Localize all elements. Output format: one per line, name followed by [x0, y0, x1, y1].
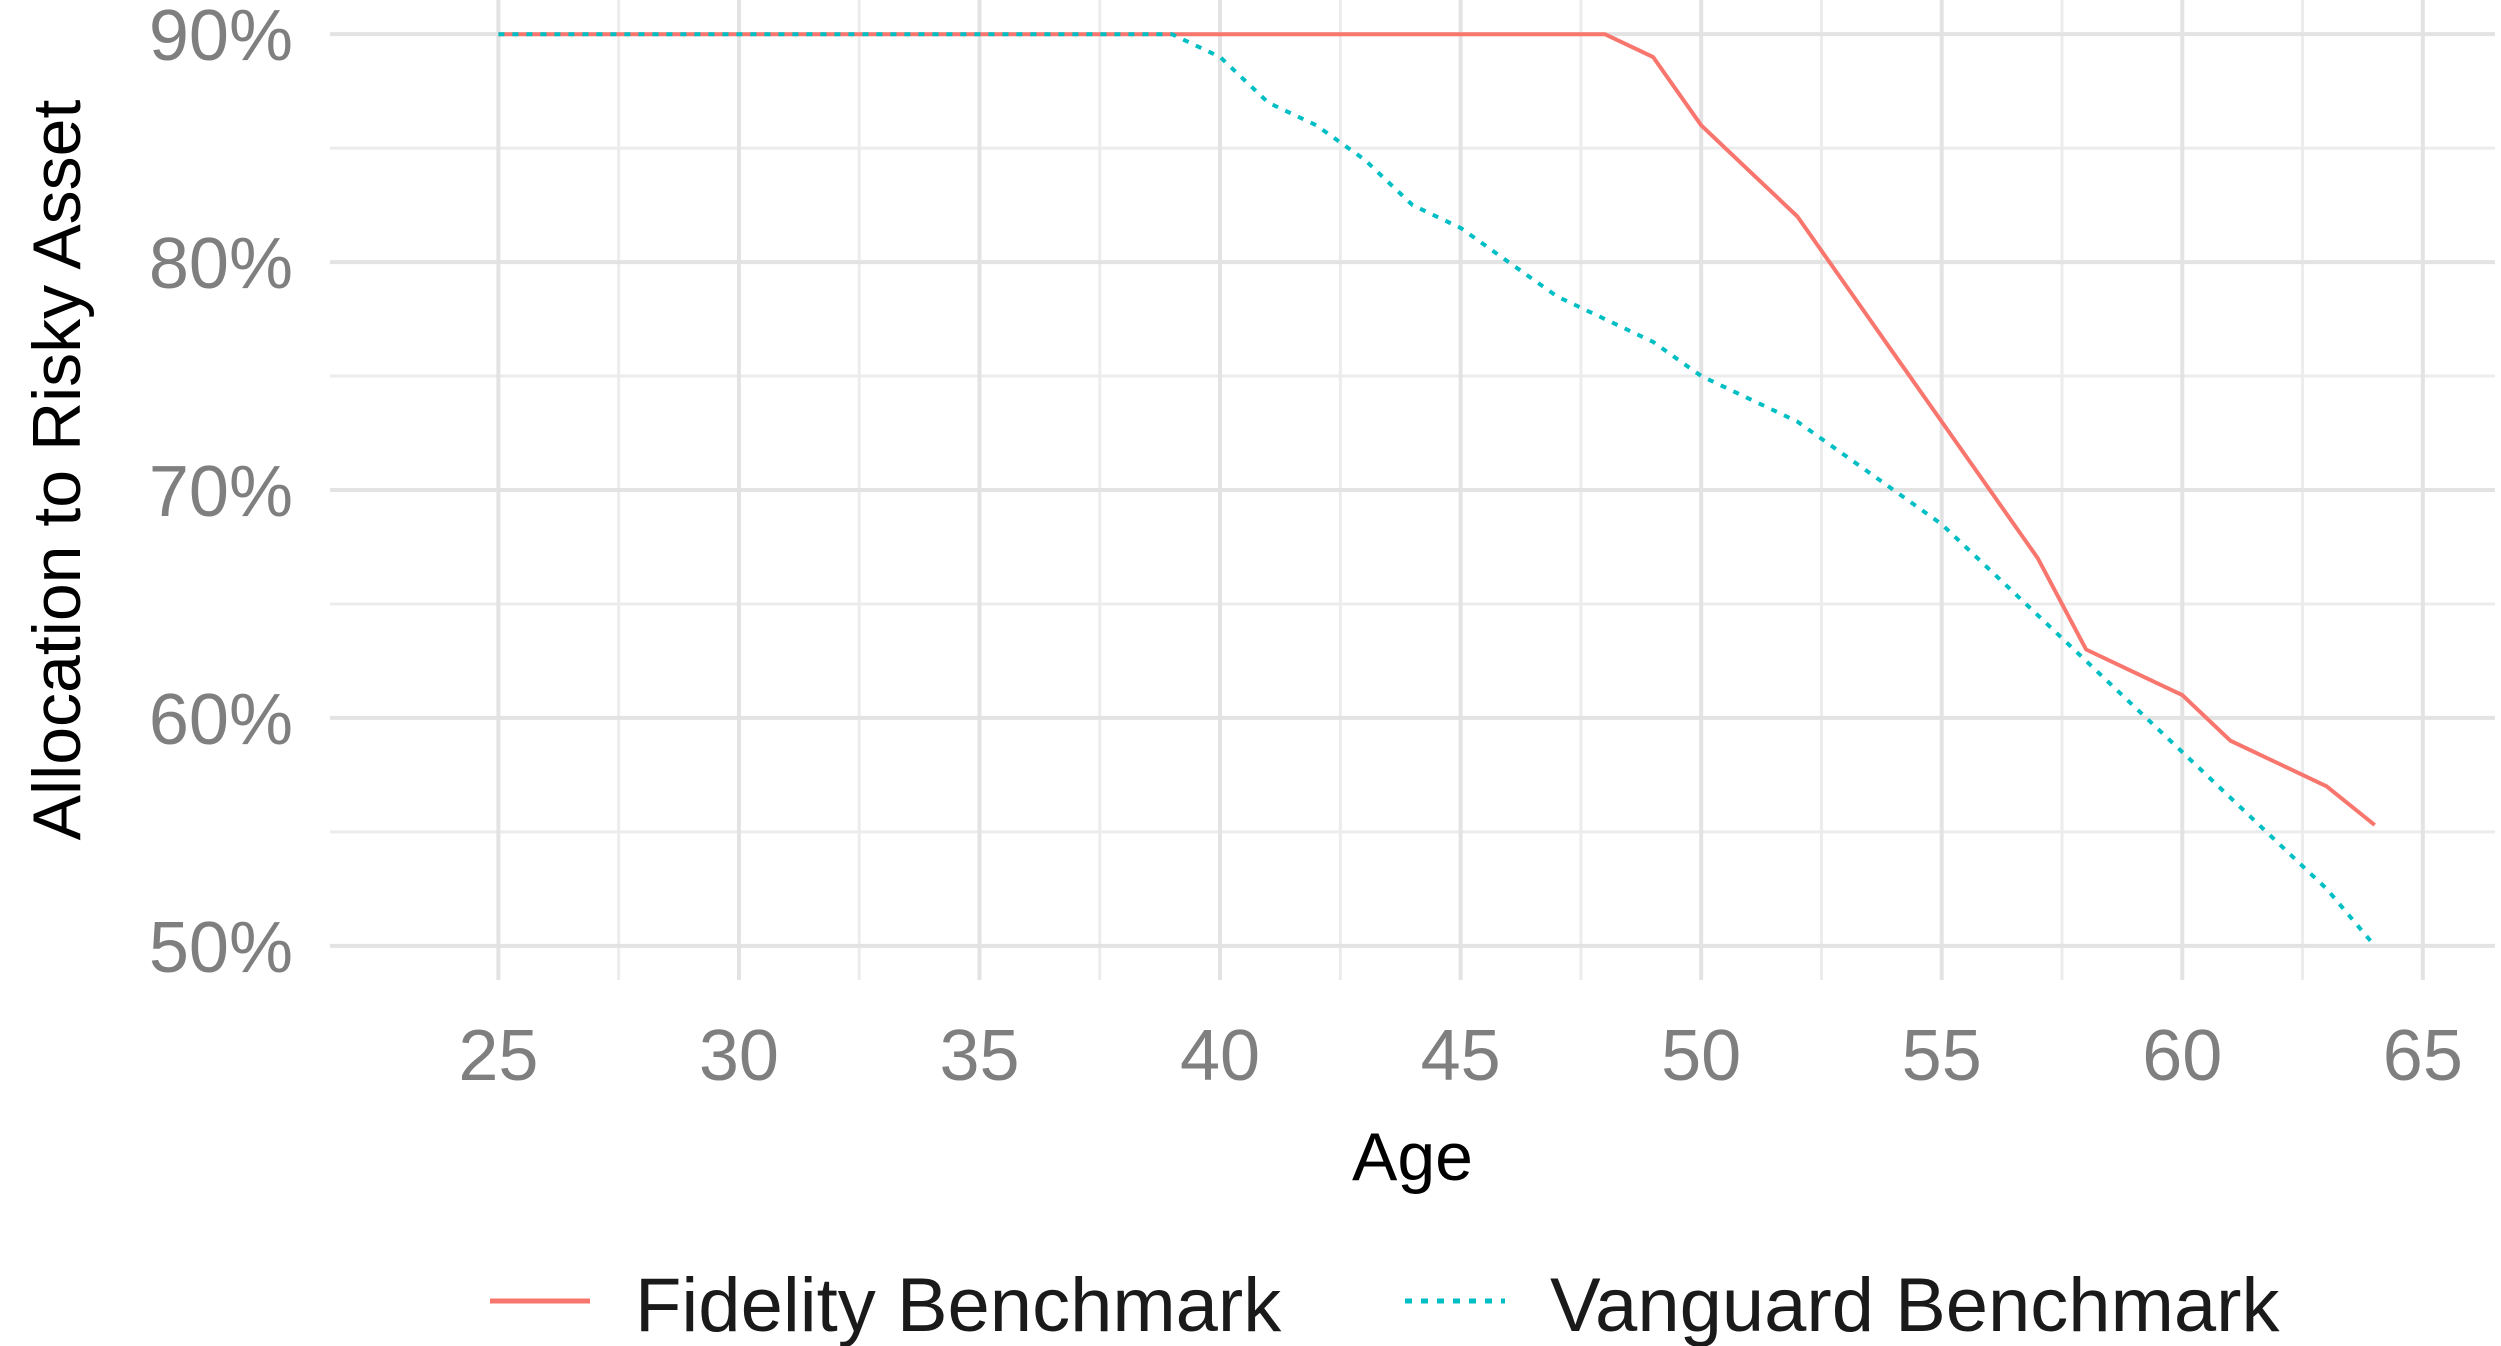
x-tick-label: 40 — [1180, 1016, 1260, 1096]
x-tick-label: 65 — [2383, 1016, 2463, 1096]
y-tick-label: 90% — [149, 0, 293, 76]
axes: 25 30 35 40 45 50 55 60 65 50% 60% 70% 80% 90% Age A… — [19, 0, 2463, 1195]
y-tick-label: 70% — [149, 452, 293, 532]
x-tick-label: 55 — [1902, 1016, 1982, 1096]
y-tick-label: 60% — [149, 680, 293, 760]
y-tick-label: 50% — [149, 908, 293, 988]
x-tick-label: 25 — [458, 1016, 538, 1096]
x-axis-ticks: 25 30 35 40 45 50 55 60 65 — [458, 1016, 2463, 1096]
x-tick-label: 50 — [1661, 1016, 1741, 1096]
x-tick-label: 45 — [1421, 1016, 1501, 1096]
x-tick-label: 30 — [699, 1016, 779, 1096]
x-axis-title: Age — [1352, 1119, 1473, 1195]
series-lines — [498, 32, 2377, 948]
legend: Fidelity Benchmark Vanguard Benchmark — [490, 1263, 2280, 1346]
y-tick-label: 80% — [149, 224, 293, 304]
x-tick-label: 35 — [939, 1016, 1019, 1096]
y-axis-ticks: 50% 60% 70% 80% 90% — [149, 0, 293, 988]
y-axis-title: Allocation to Risky Asset — [19, 100, 95, 841]
vanguard-benchmark-legend-label: Vanguard Benchmark — [1550, 1263, 2280, 1346]
grid — [330, 0, 2495, 980]
fidelity-benchmark-legend-label: Fidelity Benchmark — [635, 1263, 1282, 1346]
x-tick-label: 60 — [2142, 1016, 2222, 1096]
vanguard-benchmark-line — [498, 32, 2377, 948]
